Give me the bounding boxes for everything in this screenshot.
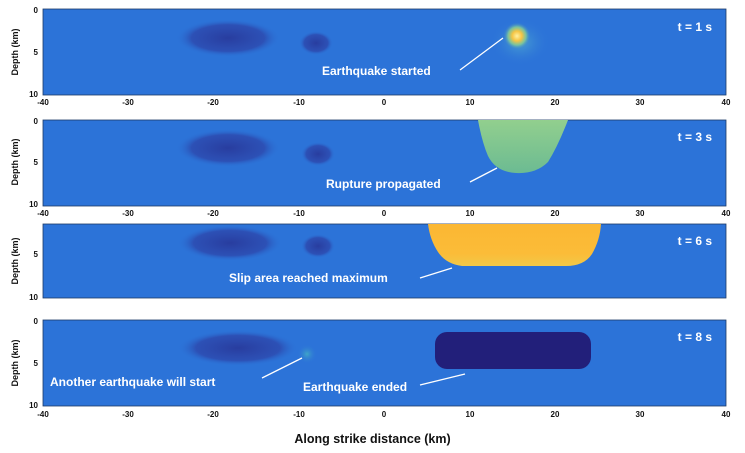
panel-3: Slip area reached maximum t = 6 s Depth …: [10, 223, 727, 302]
panel-2-xtick: -20: [207, 209, 219, 218]
panel-3-slip-patch-west: [178, 225, 282, 261]
panel-1-xtick: -30: [122, 98, 134, 107]
panel-4-annotation-arrow-west: [261, 357, 303, 379]
panel-4-plot: [42, 319, 727, 407]
panel-4-ylabel: Depth (km): [10, 339, 20, 386]
panel-4-slip-patch-west: [178, 330, 298, 366]
panel-3-annotation-arrow: [419, 267, 453, 279]
panel-2-ytick-0: 0: [34, 117, 39, 126]
panel-4-time-label: t = 8 s: [678, 330, 713, 344]
panel-4: Another earthquake will start Earthquake…: [10, 317, 731, 419]
panel-2-xtick: -10: [293, 209, 305, 218]
panel-1-xtick: 10: [466, 98, 475, 107]
panel-1-xtick: 30: [636, 98, 645, 107]
panel-1-annotation: Earthquake started: [322, 64, 431, 78]
panel-1-xtick: 0: [382, 98, 387, 107]
panel-1-xtick: 40: [722, 98, 731, 107]
panel-1-slip-patch-west: [176, 19, 280, 57]
panel-3-ytick-5: 5: [34, 250, 39, 259]
panel-2-annotation-arrow: [469, 167, 498, 183]
panel-1-xtick: -40: [37, 98, 49, 107]
panel-2-annotation: Rupture propagated: [326, 177, 441, 191]
panel-2-xtick: -40: [37, 209, 49, 218]
panel-3-time-label: t = 6 s: [678, 234, 713, 248]
panel-3-rupture-area: [428, 224, 601, 266]
panel-3-ylabel: Depth (km): [10, 237, 20, 284]
x-axis-label: Along strike distance (km): [294, 432, 451, 446]
panel-4-xtick: -40: [37, 410, 49, 419]
panel-4-ytick-5: 5: [34, 359, 39, 368]
panel-1-ytick-10: 10: [29, 90, 38, 99]
panel-2-ylabel: Depth (km): [10, 138, 20, 185]
panel-3-ytick-10: 10: [29, 293, 38, 302]
panel-2-xtick: 20: [551, 209, 560, 218]
panel-1-annotation-arrow: [459, 37, 504, 71]
panel-4-xtick: -10: [293, 410, 305, 419]
panel-2-ytick-5: 5: [34, 158, 39, 167]
panel-1-plot: [42, 8, 727, 96]
panel-2-xtick: 10: [466, 209, 475, 218]
panel-1-xticks: -40 -30 -20 -10 0 10 20 30 40: [37, 98, 731, 107]
panel-1-xtick: -20: [207, 98, 219, 107]
panel-1: Earthquake started t = 1 s Depth (km) 0 …: [10, 6, 731, 107]
panel-4-xtick: 20: [551, 410, 560, 419]
panel-2-xtick: -30: [122, 209, 134, 218]
panel-2: Rupture propagated t = 3 s Depth (km) 0 …: [10, 117, 731, 218]
panel-2-slip-patch-small: [301, 142, 335, 166]
panel-2-xtick: 40: [722, 209, 731, 218]
panel-4-annotation-west: Another earthquake will start: [50, 375, 215, 389]
panel-2-slip-patch-west: [176, 129, 280, 167]
panel-1-xtick: 20: [551, 98, 560, 107]
panel-1-xtick: -10: [293, 98, 305, 107]
panel-4-ended-area: [435, 332, 591, 369]
panel-1-slip-patch-small: [299, 31, 333, 55]
panel-4-xtick: -30: [122, 410, 134, 419]
panel-2-time-label: t = 3 s: [678, 130, 713, 144]
panel-1-hypocenter: [503, 22, 531, 50]
panel-2-xtick: 0: [382, 209, 387, 218]
panel-3-annotation: Slip area reached maximum: [229, 271, 388, 285]
panel-2-ytick-10: 10: [29, 200, 38, 209]
panel-1-ylabel: Depth (km): [10, 28, 20, 75]
panel-4-xtick: -20: [207, 410, 219, 419]
panel-4-xtick: 10: [466, 410, 475, 419]
panel-4-xtick: 0: [382, 410, 387, 419]
panel-2-xtick: 30: [636, 209, 645, 218]
panel-4-nucleation-spot: [297, 344, 317, 364]
panel-4-annotation-east: Earthquake ended: [303, 380, 407, 394]
panel-2-xticks: -40 -30 -20 -10 0 10 20 30 40: [37, 209, 731, 218]
panel-3-slip-patch-small: [301, 234, 335, 258]
panel-4-ytick-0: 0: [34, 317, 39, 326]
panel-4-annotation-arrow-east: [419, 373, 466, 386]
panel-4-xtick: 40: [722, 410, 731, 419]
panel-4-xtick: 30: [636, 410, 645, 419]
panel-2-plot: [42, 119, 727, 207]
panel-1-ytick-0: 0: [34, 6, 39, 15]
panel-1-ytick-5: 5: [34, 48, 39, 57]
panel-1-time-label: t = 1 s: [678, 20, 713, 34]
panel-4-xticks: -40 -30 -20 -10 0 10 20 30 40: [37, 410, 731, 419]
panel-4-ytick-10: 10: [29, 401, 38, 410]
panel-3-plot: [42, 223, 727, 299]
panel-2-rupture-area: [478, 120, 568, 174]
